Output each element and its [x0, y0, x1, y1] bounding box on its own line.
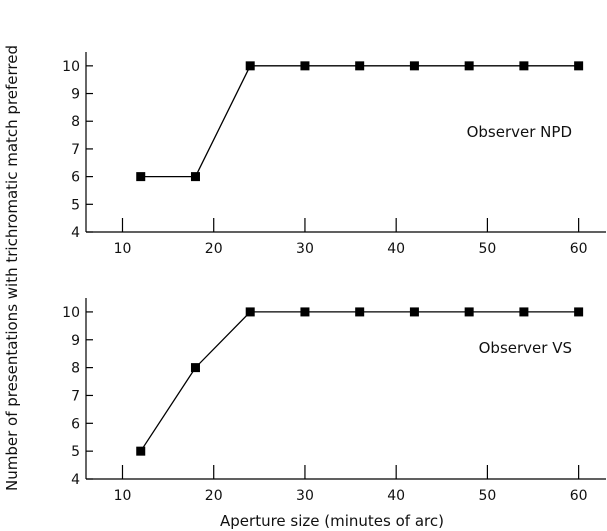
observer-annotation: Observer VS [479, 339, 572, 357]
y-axis-label: Number of presentations with trichromati… [3, 45, 21, 491]
data-point-marker [519, 307, 529, 317]
y-tick-label: 5 [71, 197, 80, 213]
x-tick-label: 30 [296, 488, 314, 504]
y-tick-label: 6 [71, 416, 80, 432]
data-point-marker [409, 61, 419, 71]
y-tick-label: 10 [62, 305, 80, 321]
series-line [140, 311, 579, 452]
x-tick-label: 10 [114, 241, 132, 257]
data-point-marker [464, 307, 474, 317]
data-point-marker [355, 61, 365, 71]
data-point-marker [519, 61, 529, 71]
y-tick-label: 4 [71, 472, 80, 488]
x-tick-label: 20 [205, 241, 223, 257]
data-point-marker [574, 61, 584, 71]
data-point-marker [136, 172, 146, 182]
data-point-marker [245, 307, 255, 317]
panel-observer-vs: 4 5 6 7 8 9 10 10 20 30 40 50 60 Observer VS [62, 298, 606, 504]
observer-annotation: Observer NPD [467, 123, 572, 141]
data-point-marker [409, 307, 419, 317]
x-tick-label: 20 [205, 488, 223, 504]
data-point-marker [190, 363, 200, 373]
y-tick-label: 4 [71, 225, 80, 241]
y-tick-label: 9 [71, 333, 80, 349]
y-tick-label: 7 [71, 142, 80, 158]
data-point-marker [245, 61, 255, 71]
data-point-marker [574, 307, 584, 317]
y-tick-label: 7 [71, 388, 80, 404]
y-tick-label: 10 [62, 59, 80, 75]
x-tick-label: 40 [387, 488, 405, 504]
x-axis-label: Aperture size (minutes of arc) [220, 512, 444, 530]
y-tick-label: 8 [71, 361, 80, 377]
series-line [140, 65, 579, 178]
y-tick-label: 5 [71, 444, 80, 460]
y-tick-label: 6 [71, 170, 80, 186]
panel-observer-npd: 4 5 6 7 8 9 10 10 20 30 40 50 60 Observer NPD [62, 52, 606, 257]
data-point-marker [355, 307, 365, 317]
x-tick-label: 50 [478, 488, 496, 504]
x-tick-label: 50 [478, 241, 496, 257]
data-point-marker [300, 307, 310, 317]
y-tick-label: 8 [71, 114, 80, 130]
data-point-marker [464, 61, 474, 71]
x-tick-label: 40 [387, 241, 405, 257]
y-tick-label: 9 [71, 87, 80, 103]
x-tick-label: 60 [570, 488, 588, 504]
data-point-marker [190, 172, 200, 182]
data-point-marker [300, 61, 310, 71]
data-point-marker [136, 446, 146, 456]
x-tick-label: 30 [296, 241, 314, 257]
x-tick-label: 60 [570, 241, 588, 257]
x-tick-label: 10 [114, 488, 132, 504]
